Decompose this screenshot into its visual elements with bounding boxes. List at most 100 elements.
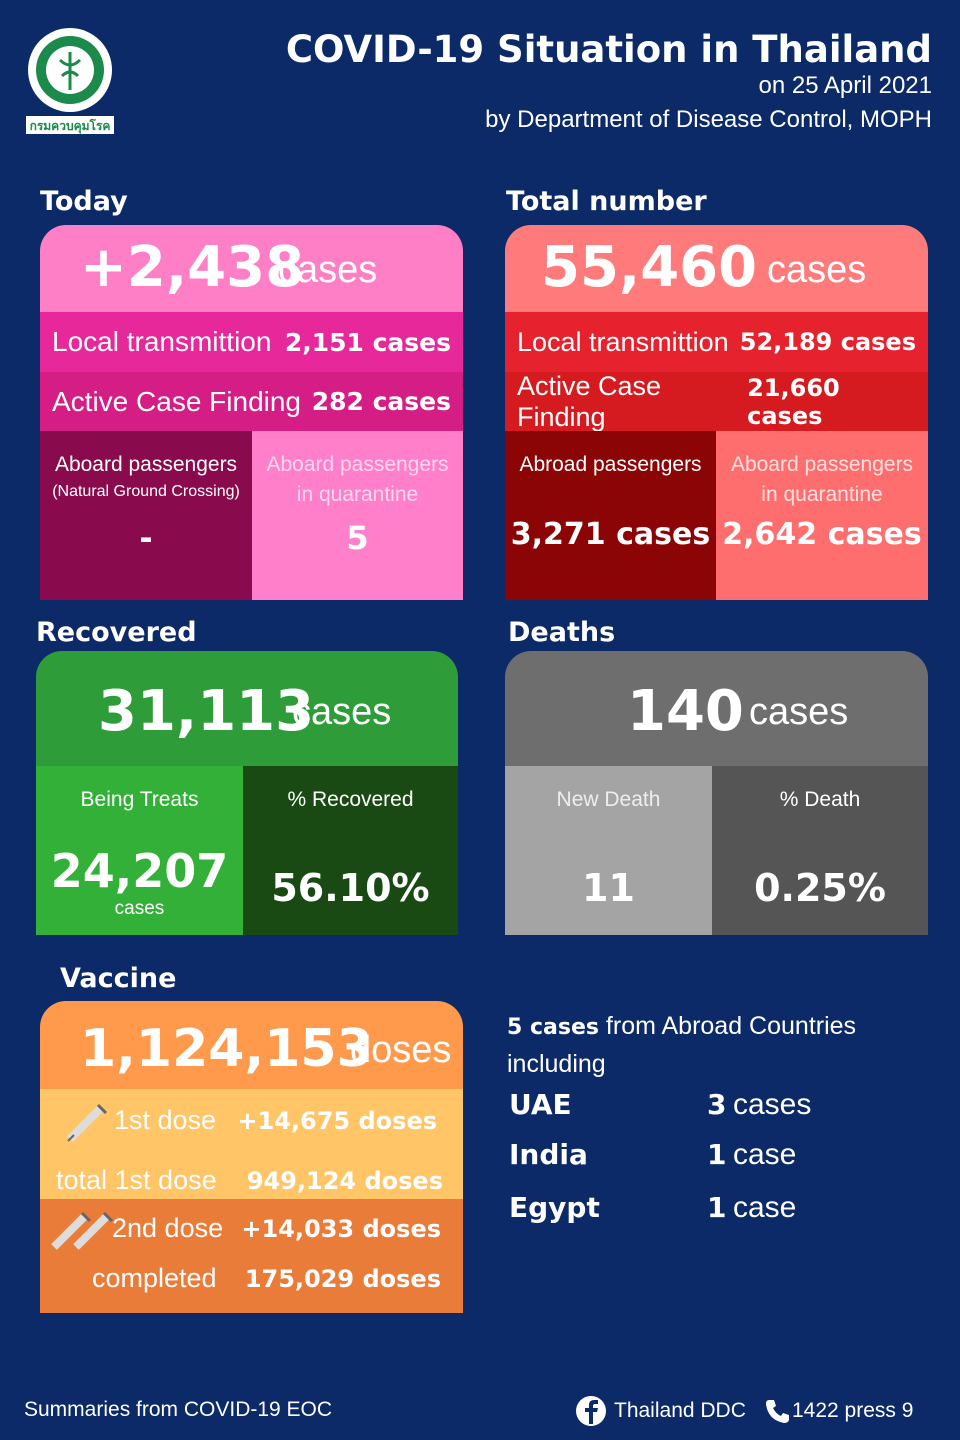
value: 56.10%	[271, 866, 430, 910]
abroad-intro: 5 cases from Abroad Countries including	[507, 1008, 907, 1082]
section: 1st dose +14,675 doses total 1st dose 94…	[40, 1089, 463, 1199]
country: UAE	[509, 1088, 572, 1121]
cell: Aboard passengers in quarantine 5	[252, 431, 463, 600]
facebook: Thailand DDC	[614, 1399, 746, 1422]
label: Active Case Finding	[52, 385, 302, 417]
total: 1,124,153	[80, 1019, 373, 1079]
cell: New Death 11	[505, 766, 712, 935]
row: Local transmittion 52,189 cases	[505, 312, 928, 372]
count: 1	[707, 1138, 727, 1171]
total: +2,438	[80, 235, 305, 300]
panel-top: 140 cases	[505, 651, 928, 766]
label: New Death	[556, 788, 661, 811]
source: by Department of Disease Control, MOPH	[485, 106, 932, 133]
syringe-icon	[51, 1211, 114, 1250]
value: 949,124 doses	[246, 1167, 443, 1195]
heading: Vaccine	[60, 963, 177, 994]
cell: Being Treats 24,207 cases	[36, 766, 243, 935]
unit: cases	[292, 691, 392, 733]
label: (Natural Ground Crossing)	[52, 483, 240, 500]
heading: Recovered	[36, 617, 197, 648]
label: Active Case Finding	[517, 372, 662, 431]
logo: กรมควบคุมโรค	[26, 28, 114, 134]
cell: % Recovered 56.10%	[243, 766, 458, 935]
total-panel: 55,460 cases Local transmittion 52,189 c…	[505, 225, 928, 600]
label: Being Treats	[80, 788, 199, 811]
panel-top: +2,438 cases	[40, 225, 463, 312]
country-row: India 1 case	[509, 1138, 909, 1178]
count: 3	[707, 1088, 727, 1121]
label: in quarantine	[296, 483, 419, 506]
unit: doses	[350, 1029, 452, 1071]
row: Active Case Finding 282 cases	[40, 372, 463, 431]
date: on 25 April 2021	[758, 72, 932, 99]
heading: Total number	[506, 186, 707, 217]
total: 31,113	[98, 679, 315, 744]
value: 52,189 cases	[739, 328, 916, 356]
value: 0.25%	[754, 866, 886, 910]
deaths-panel: 140 cases New Death 11 % Death 0.25%	[505, 651, 928, 935]
value: 282 cases	[311, 387, 451, 416]
value: 21,660 cases	[747, 373, 840, 430]
total: 140	[627, 679, 744, 744]
unit: cases	[114, 898, 165, 919]
footer-source: Summaries from COVID-19 EOC	[24, 1398, 333, 1421]
unit: cases	[749, 691, 849, 733]
headline: 5 cases	[507, 1015, 599, 1040]
label: Local transmittion	[517, 326, 729, 357]
recovered-panel: 31,113 cases Being Treats 24,207 cases %…	[36, 651, 458, 935]
country-row: Egypt 1 case	[509, 1191, 909, 1231]
phone-icon	[766, 1400, 789, 1423]
unit: cases	[767, 249, 867, 291]
panel-top: 1,124,153 doses	[40, 1001, 463, 1089]
cell: Abroad passengers 3,271 cases	[505, 431, 716, 600]
unit: case	[733, 1138, 797, 1171]
cell: Aboard passengers (Natural Ground Crossi…	[40, 431, 252, 600]
syringe-icon	[67, 1103, 108, 1142]
label: Aboard passengers	[54, 453, 238, 476]
label: % Death	[779, 788, 861, 811]
row: Active Case Finding 21,660 cases	[505, 372, 928, 431]
label: 1st dose	[114, 1105, 217, 1135]
country: India	[509, 1138, 588, 1171]
country: Egypt	[509, 1191, 600, 1224]
label: Aboard passengers	[266, 453, 449, 476]
label: 2nd dose	[112, 1213, 224, 1243]
value: 3,271 cases	[510, 517, 711, 552]
value: 2,642 cases	[722, 517, 922, 552]
value: +14,675 doses	[237, 1107, 437, 1135]
country-row: UAE 3 cases	[509, 1088, 909, 1128]
today-panel: +2,438 cases Local transmittion 2,151 ca…	[40, 225, 463, 600]
value: 2,151 cases	[284, 327, 451, 357]
facebook-icon	[576, 1396, 606, 1426]
label: Abroad passengers	[519, 453, 702, 476]
value: +14,033 doses	[241, 1215, 441, 1243]
value: -	[139, 519, 153, 557]
label: % Recovered	[287, 788, 414, 811]
label: Aboard passengers	[730, 453, 914, 476]
value: 175,029 doses	[244, 1265, 441, 1293]
logo-label: กรมควบคุมโรค	[30, 118, 111, 134]
total: 55,460	[541, 235, 758, 300]
phone: 1422 press 9	[792, 1399, 914, 1422]
value: 5	[346, 519, 369, 557]
label: in quarantine	[761, 483, 883, 506]
value: 11	[582, 866, 635, 910]
label: Local transmittion	[52, 326, 272, 357]
heading: Deaths	[508, 617, 616, 648]
panel-top: 31,113 cases	[36, 651, 458, 766]
title: COVID-19 Situation in Thailand	[285, 28, 932, 71]
vaccine-panel: 1,124,153 doses 1st dose +14,675 doses t…	[40, 1001, 463, 1313]
unit: case	[733, 1191, 797, 1224]
unit: cases	[278, 249, 378, 291]
text: from Abroad Countries including	[507, 1012, 857, 1078]
unit: cases	[733, 1088, 812, 1121]
panel-top: 55,460 cases	[505, 225, 928, 312]
section: 2nd dose +14,033 doses completed 175,029…	[40, 1199, 463, 1313]
value: 24,207	[50, 844, 229, 898]
cell: % Death 0.25%	[712, 766, 928, 935]
label: total 1st dose	[56, 1165, 217, 1195]
heading: Today	[40, 186, 128, 217]
cell: Aboard passengers in quarantine 2,642 ca…	[716, 431, 928, 600]
